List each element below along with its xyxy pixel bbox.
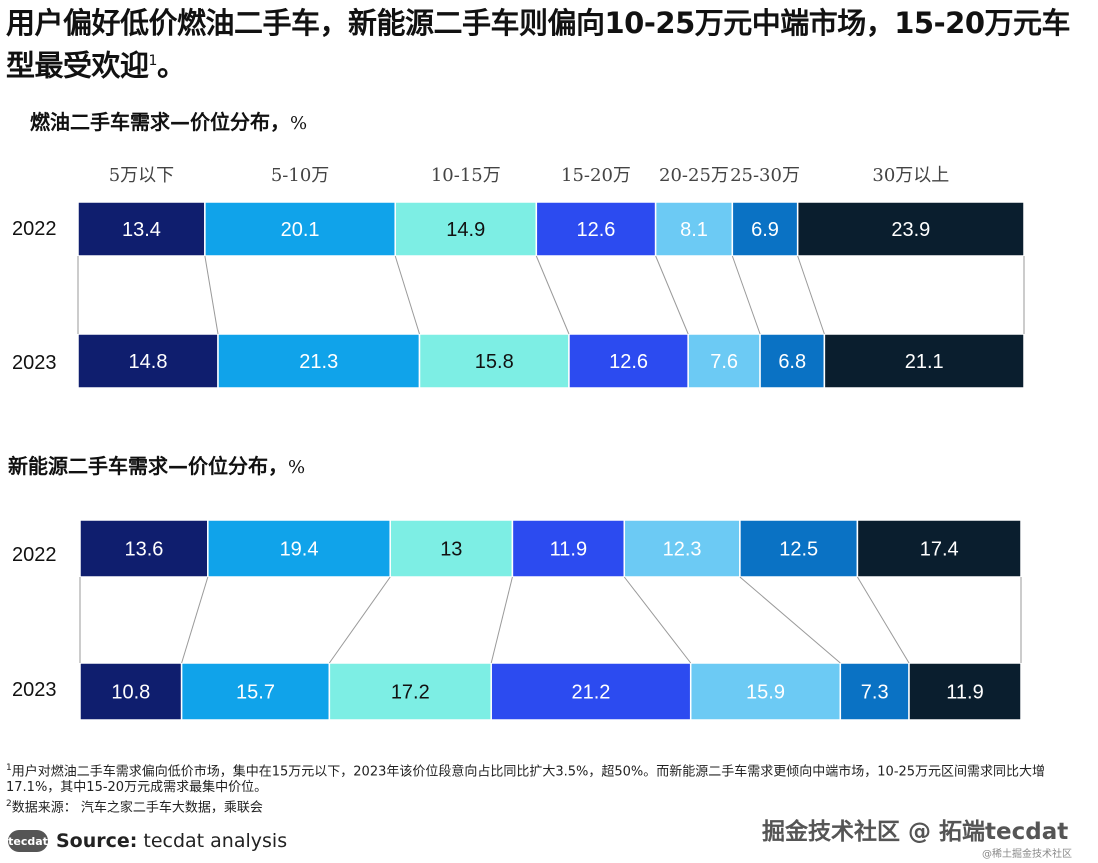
chart2-title: 新能源二手车需求—价位分布，% [8,450,305,479]
data-label-2-2022-5: 12.3 [663,539,702,561]
data-label-2-2023-7: 11.9 [946,682,983,704]
data-label-1-2022-1: 13.4 [122,219,161,241]
bar-2-2022-6 [739,519,859,578]
bar-2-2023-4 [490,662,692,721]
bar-1-2022-3 [394,201,538,257]
data-label-2-2023-4: 21.2 [571,682,610,704]
connector-1-4 [655,255,689,335]
data-label-1-2022-7: 23.9 [891,219,930,241]
watermark-small: @稀土掘金技术社区 [982,849,1072,860]
year-label-2-2023: 2023 [12,679,57,701]
connector-1-2 [394,255,420,335]
data-label-2-2023-1: 10.8 [111,682,150,704]
data-label-1-2023-3: 15.8 [475,351,514,373]
footnote-1: 1用户对燃油二手车需求偏向低价市场，集中在15万元以下，2023年该价位段意向占… [6,763,1046,796]
data-label-1-2023-6: 6.8 [778,351,806,373]
bar-2-2022-2 [207,519,391,578]
bar-1-2023-2 [217,333,421,389]
title-text: 用户偏好低价燃油二手车，新能源二手车则偏向10-25万元中端市场，15-20万元… [6,6,1071,83]
bar-2-2023-7 [908,662,1022,721]
bar-1-2022-5 [654,201,734,257]
year-label-1-2022: 2022 [12,218,57,240]
data-label-2-2023-2: 15.7 [236,682,275,704]
data-label-1-2023-1: 14.8 [129,351,168,373]
title-end: 。 [156,48,186,83]
bar-1-2023-4 [568,333,689,389]
data-label-2-2022-1: 13.6 [124,539,163,561]
data-label-1-2023-7: 21.1 [905,351,944,373]
bar-2-2022-5 [623,519,741,578]
bar-1-2023-1 [77,333,219,389]
category-label-7: 30万以上 [872,165,949,186]
data-label-2-2022-4: 11.9 [550,539,587,561]
connector-2-3 [490,576,513,664]
category-label-5: 20-25万 [659,165,729,186]
source-text: tecdat analysis [143,830,288,852]
source-line: tecdat Source: tecdat analysis [8,830,287,852]
bar-1-2023-3 [418,333,570,389]
connector-2-1 [181,576,209,664]
year-label-2-2022: 2022 [12,544,57,566]
tecdat-logo: tecdat [8,830,48,852]
bar-1-2022-1 [77,201,206,257]
data-label-2-2022-2: 19.4 [280,539,319,561]
category-label-2: 5-10万 [271,165,329,186]
data-label-2-2023-3: 17.2 [391,682,430,704]
connector-2-4 [623,576,692,664]
data-label-1-2022-3: 14.9 [446,219,485,241]
data-label-2-2022-6: 12.5 [779,539,818,561]
bar-1-2023-7 [823,333,1025,389]
bar-1-2023-6 [759,333,826,389]
category-label-1: 5万以下 [109,165,174,186]
category-label-3: 10-15万 [431,165,501,186]
connector-2-2 [328,576,391,664]
connector-1-6 [797,255,825,335]
chart1-unit: % [290,113,308,134]
page-title: 用户偏好低价燃油二手车，新能源二手车则偏向10-25万元中端市场，15-20万元… [6,4,1094,85]
connector-1-5 [731,255,761,335]
data-label-1-2023-2: 21.3 [299,351,338,373]
data-label-1-2023-4: 12.6 [609,351,648,373]
connector-1-3 [535,255,570,335]
footnote-2: 2数据来源： 汽车之家二手车大数据，乘联会 [6,799,263,816]
data-label-1-2022-5: 8.1 [680,219,708,241]
data-label-2-2022-3: 13 [440,539,462,561]
year-label-1-2023: 2023 [12,352,57,374]
category-label-4: 15-20万 [561,165,631,186]
connector-2-5 [739,576,841,664]
bar-2-2022-4 [511,519,626,578]
source-label: Source: [56,830,138,852]
bar-1-2023-5 [687,333,761,389]
bar-2-2023-3 [328,662,492,721]
bar-1-2022-4 [535,201,657,257]
chart2-title-text: 新能源二手车需求—价位分布， [8,454,288,478]
data-label-2-2023-5: 15.9 [746,682,785,704]
chart1-title-text: 燃油二手车需求—价位分布， [30,110,290,134]
charts-canvas: 13.4 20.1 14.9 12.6 8.1 6.9 23.9 2022 14.8 21.3 15… [12,165,1025,721]
bar-2-2022-7 [856,519,1022,578]
connector-1-1 [204,255,219,335]
bar-1-2022-7 [796,201,1025,257]
data-label-2-2023-6: 7.3 [861,682,889,704]
data-label-1-2022-4: 12.6 [577,219,616,241]
chart2-unit: % [288,457,306,478]
category-label-6: 25-30万 [730,165,800,186]
bar-2-2023-1 [79,662,183,721]
watermark: 掘金技术社区 @ 拓端tecdat [762,819,1069,845]
data-label-1-2022-2: 20.1 [281,219,320,241]
data-label-2-2022-7: 17.4 [920,539,959,561]
data-label-1-2023-5: 7.6 [710,351,738,373]
connector-2-6 [857,576,910,664]
chart1-title: 燃油二手车需求—价位分布，% [30,106,307,135]
bar-1-2022-2 [204,201,396,257]
title-footnote-mark: 1 [148,53,158,69]
bar-2-2022-1 [79,519,209,578]
data-label-1-2022-6: 6.9 [751,219,779,241]
footnotes: 1用户对燃油二手车需求偏向低价市场，集中在15万元以下，2023年该价位段意向占… [6,760,1091,817]
bar-1-2022-6 [731,201,799,257]
bar-2-2023-6 [839,662,910,721]
